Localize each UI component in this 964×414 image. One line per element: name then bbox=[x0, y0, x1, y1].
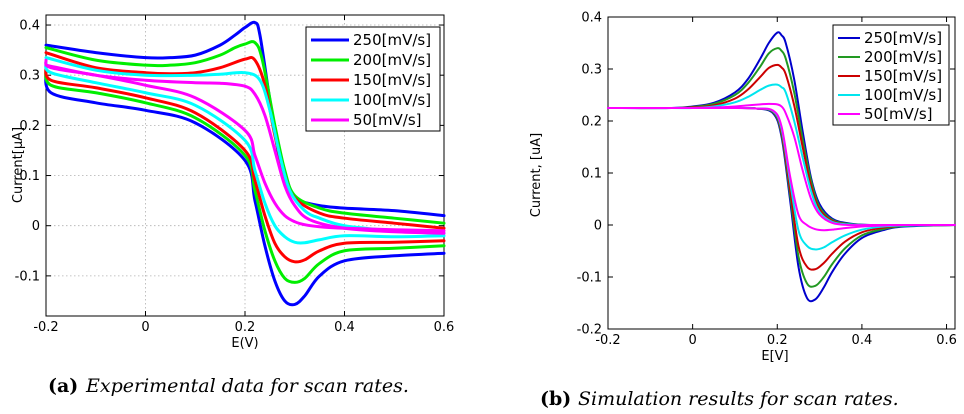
y-tick-label: 0 bbox=[32, 219, 40, 234]
y-tick-label: 0.3 bbox=[19, 69, 40, 84]
chart-a-ylabel: Current[μA] bbox=[11, 127, 26, 203]
legend-entry: 100[mV/s] bbox=[353, 91, 431, 109]
chart-a-series bbox=[44, 20, 446, 307]
chart-a-caption-label: (a) bbox=[48, 375, 78, 397]
series-line-150mVs-backward bbox=[44, 63, 446, 264]
legend-entry: 100[mV/s] bbox=[864, 86, 942, 104]
y-tick-label: -0.1 bbox=[15, 269, 40, 284]
legend-entry: 200[mV/s] bbox=[864, 48, 942, 66]
series-line-200mVs-backward bbox=[44, 66, 446, 284]
chart-b-caption-text: Simulation results for scan rates. bbox=[578, 388, 899, 410]
chart-a-legend: 250[mV/s] 200[mV/s] 150[mV/s] 100[mV/s] 50[m… bbox=[305, 26, 441, 132]
y-tick-label: -0.2 bbox=[577, 323, 602, 338]
series-line-100mVs-forward bbox=[44, 56, 446, 235]
x-tick-label: 0.6 bbox=[434, 320, 455, 335]
legend-entry: 50[mV/s] bbox=[353, 111, 422, 129]
x-tick-label: 0.4 bbox=[334, 320, 355, 335]
x-tick-label: 0.6 bbox=[936, 333, 957, 348]
y-tick-label: 0.2 bbox=[581, 115, 602, 130]
series-line-50mVs-backward bbox=[44, 58, 446, 233]
series-line-50mVs-backward bbox=[607, 106, 956, 232]
series-line-250mVs-forward bbox=[44, 20, 446, 218]
x-tick-label: 0.2 bbox=[235, 320, 256, 335]
series-line-150mVs-forward bbox=[44, 51, 446, 230]
chart-b-legend: 250[mV/s]200[mV/s]150[mV/s]100[mV/s]50[m… bbox=[832, 24, 950, 126]
legend-entry: 200[mV/s] bbox=[353, 51, 431, 69]
x-tick-label: 0 bbox=[688, 333, 696, 348]
chart-b-caption-label: (b) bbox=[540, 388, 571, 410]
series-line-100mVs-backward bbox=[44, 61, 446, 245]
y-tick-label: -0.1 bbox=[577, 271, 602, 286]
chart-a-xlabel: E(V) bbox=[231, 336, 258, 351]
legend-entry: 250[mV/s] bbox=[353, 31, 431, 49]
chart-a-caption-text: Experimental data for scan rates. bbox=[85, 375, 409, 397]
y-tick-label: 0.4 bbox=[19, 19, 40, 34]
chart-a-ticks: -0.2 0 0.2 0.4 0.6 -0.1 0 0.1 0.2 0.3 0.4 bbox=[15, 15, 455, 335]
y-tick-label: 0.4 bbox=[581, 11, 602, 26]
x-tick-label: 0.2 bbox=[767, 333, 788, 348]
y-tick-label: 0.3 bbox=[581, 63, 602, 78]
y-tick-label: 0.1 bbox=[581, 167, 602, 182]
chart-b-xlabel: E[V] bbox=[761, 349, 788, 364]
x-tick-label: 0 bbox=[141, 320, 149, 335]
y-tick-label: 0.2 bbox=[19, 119, 40, 134]
chart-b-ticks: -0.2 0 0.2 0.4 0.6 -0.2 -0.1 0 0.1 0.2 0.3 0.4 bbox=[577, 11, 957, 349]
series-line-250mVs-backward bbox=[44, 68, 446, 307]
y-tick-label: 0.1 bbox=[19, 169, 40, 184]
legend-entry: 50[mV/s] bbox=[864, 105, 933, 123]
legend-entry: 250[mV/s] bbox=[864, 29, 942, 47]
x-tick-label: 0.4 bbox=[852, 333, 873, 348]
legend-entry: 150[mV/s] bbox=[864, 67, 942, 85]
y-tick-label: 0 bbox=[594, 219, 602, 234]
chart-b-series bbox=[607, 31, 956, 303]
x-tick-label: -0.2 bbox=[33, 320, 58, 335]
chart-b-ylabel: Current, [uA] bbox=[529, 133, 544, 217]
series-line-200mVs-forward bbox=[44, 40, 446, 225]
chart-a: -0.2 0 0.2 0.4 0.6 -0.1 0 0.1 0.2 0.3 0.4 E(V) Cur… bbox=[11, 14, 455, 397]
legend-entry: 150[mV/s] bbox=[353, 71, 431, 89]
chart-b: -0.2 0 0.2 0.4 0.6 -0.2 -0.1 0 0.1 0.2 0.3 0.4 E[V]… bbox=[529, 11, 957, 411]
x-tick-label: -0.2 bbox=[595, 333, 620, 348]
